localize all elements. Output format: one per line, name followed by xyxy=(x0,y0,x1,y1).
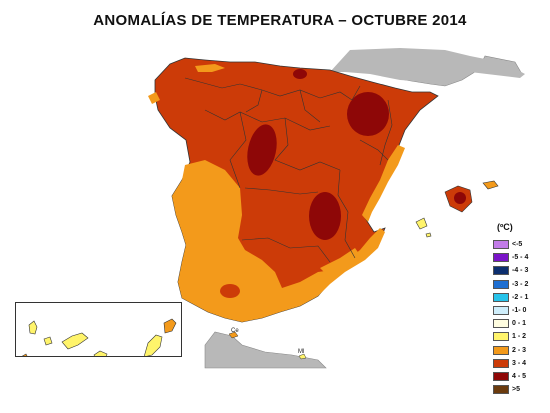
legend-item: <-5 xyxy=(493,238,548,251)
ibiza xyxy=(415,217,428,230)
fuerteventura xyxy=(143,334,163,358)
legend-item: 2 - 3 xyxy=(493,344,548,357)
legend-label: -1- 0 xyxy=(512,307,527,315)
northeast-hot-spot xyxy=(347,92,389,136)
legend-item: -5 - 4 xyxy=(493,251,548,264)
legend-label: 0 - 1 xyxy=(512,320,527,328)
legend-swatch xyxy=(493,332,509,342)
legend-swatch xyxy=(493,292,509,302)
legend-label: 3 - 4 xyxy=(512,359,527,367)
gran-canaria xyxy=(93,350,108,362)
map-title: ANOMALÍAS DE TEMPERATURA – OCTUBRE 2014 xyxy=(93,12,467,29)
legend-swatch xyxy=(493,253,509,263)
mallorca-hot-spot xyxy=(454,192,466,204)
legend-swatch xyxy=(493,319,509,329)
legend-label: -3 - 2 xyxy=(512,280,529,288)
legend-swatch xyxy=(493,345,509,355)
legend-item: -2 - 1 xyxy=(493,291,548,304)
legend-item: -1- 0 xyxy=(493,304,548,317)
legend-item: 4 - 5 xyxy=(493,370,548,383)
melilla-label: Ml xyxy=(298,349,304,355)
legend-item: 1 - 2 xyxy=(493,330,548,343)
north-hot-spot xyxy=(293,69,307,79)
legend-swatch xyxy=(493,306,509,316)
la-palma xyxy=(28,320,38,335)
galicia-orange-spot xyxy=(148,92,160,104)
legend-item: -4 - 3 xyxy=(493,264,548,277)
legend-swatch xyxy=(493,385,509,395)
west-orange-region xyxy=(172,160,385,322)
central-hot-spot xyxy=(247,124,277,176)
legend-swatch xyxy=(493,279,509,289)
tenerife xyxy=(61,332,89,350)
legend-swatch xyxy=(493,240,509,250)
legend-label: -5 - 4 xyxy=(512,254,529,262)
formentera xyxy=(425,232,432,238)
legend-item: 0 - 1 xyxy=(493,317,548,330)
legend-label: 4 - 5 xyxy=(512,372,527,380)
melilla xyxy=(298,353,307,360)
andalusia-hot-spot xyxy=(220,284,240,298)
east-coast-orange xyxy=(362,145,405,222)
la-gomera xyxy=(43,336,53,346)
legend-label: -2 - 1 xyxy=(512,293,529,301)
legend-swatch xyxy=(493,266,509,276)
legend-swatch xyxy=(493,371,509,381)
canary-islands-map xyxy=(18,318,177,362)
southeast-hot-spot xyxy=(309,192,341,240)
ceuta xyxy=(228,331,239,339)
legend: (ºC) <-5 -5 - 4 -4 - 3 -3 - 2 -2 - 1 -1- 0 0 -… xyxy=(493,222,548,396)
southeast-orange xyxy=(320,248,362,278)
legend-label: <-5 xyxy=(512,241,523,249)
ceuta-label: Ce xyxy=(231,328,239,334)
legend-unit: (ºC) xyxy=(497,222,513,232)
north-orange-spot xyxy=(195,64,225,72)
legend-rows: <-5 -5 - 4 -4 - 3 -3 - 2 -2 - 1 -1- 0 0 - 1 1 -… xyxy=(493,238,548,396)
france-mainland xyxy=(330,48,525,82)
el-hierro xyxy=(18,353,29,362)
canary-islands-inset xyxy=(15,302,182,362)
morocco-area xyxy=(204,331,327,369)
legend-label: 2 - 3 xyxy=(512,346,527,354)
legend-swatch xyxy=(493,358,509,368)
menorca xyxy=(482,180,499,190)
lanzarote xyxy=(163,318,177,334)
legend-item: >5 xyxy=(493,383,548,396)
legend-label: >5 xyxy=(512,386,520,394)
legend-item: -3 - 2 xyxy=(493,278,548,291)
legend-label: -4 - 3 xyxy=(512,267,529,275)
legend-label: 1 - 2 xyxy=(512,333,527,341)
legend-item: 3 - 4 xyxy=(493,357,548,370)
region-borders xyxy=(184,77,393,263)
